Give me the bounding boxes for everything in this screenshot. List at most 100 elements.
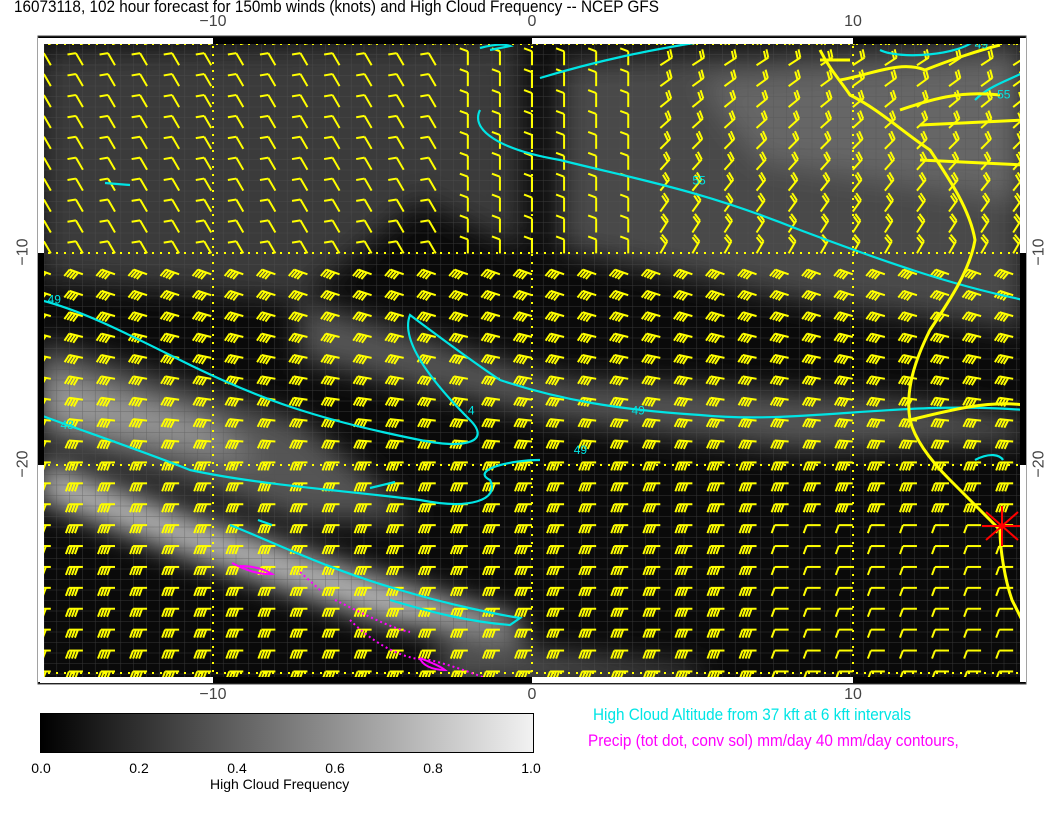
- wind-barb: [514, 503, 532, 513]
- wind-barb: [674, 482, 693, 492]
- wind-barb: [160, 396, 180, 408]
- wind-barb: [131, 52, 148, 66]
- wind-barb: [674, 565, 693, 576]
- wind-barb: [642, 524, 661, 534]
- wind-barb: [420, 177, 437, 192]
- x-tick-bottom: 10: [844, 686, 862, 703]
- wind-barb: [691, 130, 704, 150]
- wind-barb: [129, 586, 148, 597]
- wind-barb: [801, 354, 821, 365]
- wind-barb: [755, 110, 768, 129]
- wind-barb: [659, 192, 670, 213]
- wind-barb: [388, 114, 405, 129]
- wind-barb: [802, 565, 821, 576]
- wind-barb: [384, 311, 404, 323]
- wind-barb: [459, 130, 469, 149]
- wind-barb: [67, 219, 84, 233]
- wind-barb: [884, 69, 898, 87]
- wind-barb: [163, 219, 181, 233]
- wind-barb: [67, 177, 84, 192]
- y-tick-left: −10: [14, 238, 32, 266]
- wind-barb: [641, 439, 661, 450]
- wind-barb: [514, 524, 532, 534]
- wind-barb: [1012, 213, 1022, 234]
- wind-barb: [820, 89, 833, 108]
- wind-barb: [227, 198, 245, 213]
- wind-barb: [833, 354, 853, 365]
- wind-barb: [288, 418, 308, 429]
- wind-barb: [674, 586, 693, 597]
- wind-barb: [706, 586, 725, 597]
- wind-barb: [980, 130, 992, 150]
- wind-barb: [641, 332, 661, 344]
- wind-barb: [980, 213, 990, 234]
- wind-barb: [834, 482, 853, 492]
- wind-barb: [673, 396, 693, 408]
- wind-barb: [256, 354, 276, 365]
- wind-barb: [448, 311, 469, 323]
- wind-barb: [287, 268, 308, 280]
- wind-barb: [514, 607, 532, 618]
- wind-barb: [163, 198, 181, 213]
- wind-barb: [480, 311, 501, 323]
- wind-barb: [672, 268, 693, 280]
- wind-barb: [352, 375, 372, 386]
- wind-barb: [129, 461, 148, 471]
- wind-barb: [723, 130, 736, 150]
- wind-barb: [256, 375, 276, 386]
- wind-barb: [353, 565, 372, 576]
- wind-barb: [642, 545, 661, 555]
- wind-barb: [323, 114, 341, 129]
- wind-barb: [884, 171, 895, 192]
- wind-barb: [738, 586, 757, 597]
- wind-barb: [224, 332, 244, 344]
- wind-barb: [416, 311, 437, 323]
- wind-barb: [802, 545, 821, 555]
- wind-barb: [866, 439, 885, 450]
- wind-barb: [67, 114, 84, 129]
- wind-barb: [259, 198, 277, 213]
- legend-precip: Precip (tot dot, conv sol) mm/day 40 mm/…: [588, 731, 959, 750]
- wind-barb: [555, 89, 566, 108]
- wind-barb: [259, 73, 277, 87]
- wind-barb: [227, 240, 245, 254]
- wind-barb: [512, 289, 533, 301]
- wind-barb: [544, 332, 565, 344]
- wind-barb: [352, 311, 372, 323]
- wind-barb: [993, 268, 1014, 280]
- wind-barb: [576, 311, 597, 323]
- wind-barb: [323, 240, 341, 254]
- wind-barb: [608, 289, 629, 301]
- wind-barb: [99, 135, 116, 150]
- wind-barb: [544, 354, 565, 365]
- wind-barb: [865, 268, 886, 280]
- wind-barb: [353, 503, 372, 513]
- wind-barb: [691, 234, 701, 254]
- wind-barb: [916, 192, 926, 213]
- wind-barb: [97, 503, 115, 513]
- wind-barb: [480, 268, 501, 280]
- wind-barb: [128, 418, 148, 429]
- wind-barb: [195, 240, 213, 254]
- wind-barb: [659, 89, 673, 108]
- wind-barb: [852, 171, 863, 192]
- wind-barb: [555, 214, 566, 233]
- wind-barb: [388, 240, 405, 254]
- wind-barb: [801, 332, 821, 344]
- wind-barb: [994, 375, 1014, 386]
- wind-barb: [64, 461, 83, 471]
- wind-barb: [619, 68, 630, 87]
- wind-barb: [963, 482, 982, 492]
- wind-barb: [852, 151, 864, 171]
- wind-barb: [578, 545, 597, 555]
- wind-barb: [512, 354, 533, 365]
- wind-barb: [802, 461, 821, 471]
- wind-barb: [865, 289, 886, 301]
- wind-barb: [195, 198, 213, 213]
- wind-barb: [931, 503, 950, 513]
- wind-barb: [417, 524, 436, 534]
- wind-barb: [388, 73, 405, 87]
- wind-barb: [851, 234, 861, 254]
- wind-barb: [770, 503, 789, 513]
- wind-barb: [223, 289, 244, 301]
